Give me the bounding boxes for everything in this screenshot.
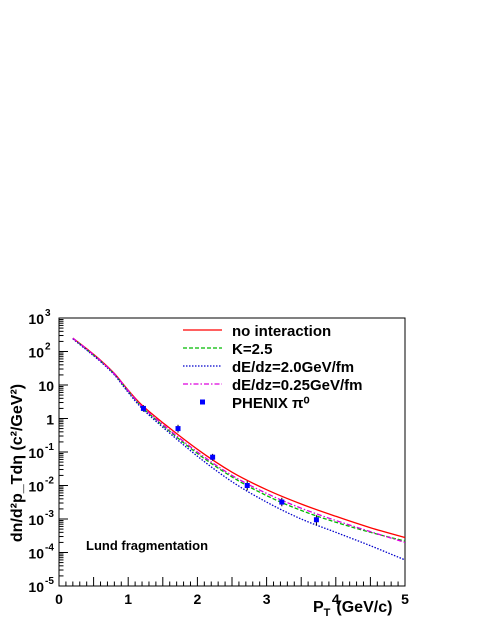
data-point [210,453,216,461]
y-tick-label: 10 -3 [28,509,54,528]
y-tick-label: 10 -1 [28,442,54,461]
data-point [313,515,319,526]
y-tick-label: 10 [38,378,54,394]
svg-text:10: 10 [28,445,44,461]
data-point [279,497,285,507]
legend-item-2: dE/dz=2.0GeV/fm [183,359,354,376]
x-tick-label: 1 [124,591,132,607]
x-tick-label: 0 [55,591,63,607]
svg-text:3: 3 [45,308,51,319]
svg-text:no interaction: no interaction [232,323,331,340]
x-tick-label: 5 [401,591,409,607]
y-tick-label: 10 3 [28,308,51,327]
svg-text:10: 10 [28,311,44,327]
svg-text:10: 10 [38,378,54,394]
x-axis: 0 1 2 3 4 5 [55,577,409,607]
svg-text:PHENIX π⁰: PHENIX π⁰ [232,395,310,412]
svg-text:10: 10 [28,546,44,562]
legend: no interactionK=2.5dE/dz=2.0GeV/fmdE/dz=… [183,323,362,412]
y-tick-label: 10 -5 [28,576,54,595]
svg-text:K=2.5: K=2.5 [232,341,272,358]
x-tick-label: 2 [194,591,202,607]
svg-text:dE/dz=0.25GeV/fm: dE/dz=0.25GeV/fm [232,377,362,394]
data-points [140,405,319,526]
y-tick-label: 1 [46,412,54,428]
y-tick-label: 10 -4 [28,543,54,562]
y-tick-label: 10 -2 [28,476,54,495]
x-tick-label: 3 [263,591,271,607]
svg-text:-1: -1 [45,442,54,453]
x-axis-label: PT (GeV/c) [313,599,392,619]
data-point [244,481,250,491]
data-point [175,424,181,433]
svg-text:2: 2 [45,342,51,353]
legend-item-3: dE/dz=0.25GeV/fm [183,377,362,394]
legend-item-0: no interaction [183,323,331,340]
y-axis-label: dn/d²p_Tdη (c²/GeV²) [9,384,26,542]
annotation-lund: Lund fragmentation [86,538,208,553]
series-curves [72,337,406,561]
x-tick-label: 4 [332,591,340,607]
series-line-2 [72,338,406,561]
svg-text:1: 1 [46,412,54,428]
data-point [140,405,146,412]
svg-text:-2: -2 [45,476,54,487]
legend-item-1: K=2.5 [183,341,272,358]
svg-text:-5: -5 [45,576,54,587]
y-tick-label: 10 2 [28,342,51,361]
svg-text:10: 10 [28,345,44,361]
legend-item-points: PHENIX π⁰ [200,395,310,412]
svg-text:10: 10 [28,579,44,595]
svg-text:-3: -3 [45,509,54,520]
svg-text:10: 10 [28,479,44,495]
svg-text:10: 10 [28,512,44,528]
svg-text:dE/dz=2.0GeV/fm: dE/dz=2.0GeV/fm [232,359,354,376]
svg-text:-4: -4 [45,543,54,554]
